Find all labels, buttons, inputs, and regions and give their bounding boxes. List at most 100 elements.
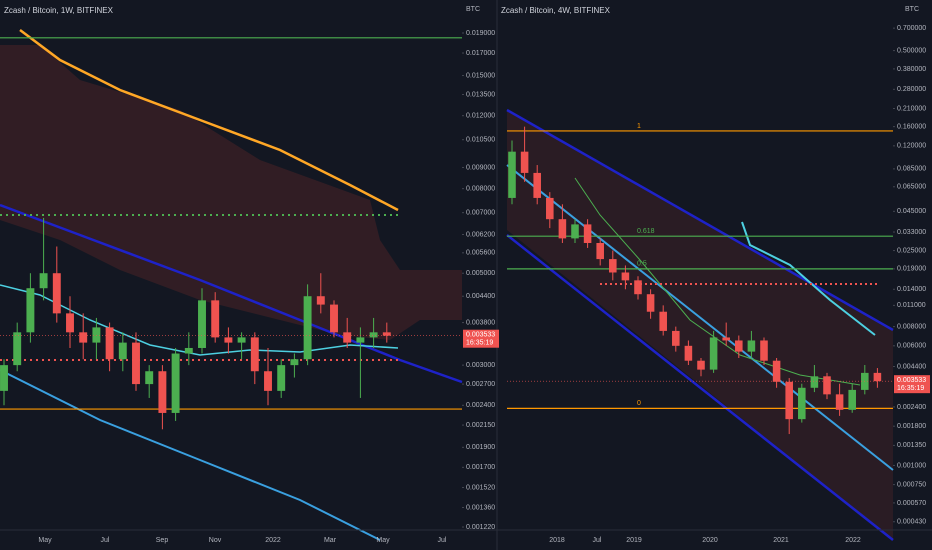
candle-body	[621, 272, 630, 281]
y-tick-label: 0.010500	[466, 137, 495, 144]
candle-body	[382, 332, 391, 336]
candle-body	[0, 365, 8, 391]
y-tick-label: 0.001900	[466, 444, 495, 451]
y-tick-label: 0.019000	[897, 266, 926, 273]
y-tick-label: 0.120000	[897, 143, 926, 150]
y-tick-label: 0.015000	[466, 72, 495, 79]
x-tick-label: Jul	[438, 537, 447, 544]
candle-body	[132, 342, 140, 385]
candle-body	[823, 376, 831, 395]
y-tick-label: 0.500000	[897, 47, 926, 54]
candle-body	[533, 172, 541, 198]
x-tick-label: 2022	[265, 537, 281, 544]
candle-body	[735, 340, 743, 352]
candle-body	[609, 259, 617, 273]
x-tick-label: Mar	[324, 537, 337, 544]
candle-body	[211, 300, 220, 338]
x-tick-label: Nov	[209, 537, 222, 544]
candle-body	[369, 332, 378, 338]
y-tick-label: 0.085000	[897, 166, 926, 173]
candle-body	[785, 381, 793, 420]
candle-body	[303, 296, 312, 360]
y-tick-label: 0.210000	[897, 105, 926, 112]
candle-body	[558, 219, 567, 239]
x-tick-label: 2020	[702, 537, 718, 544]
x-tick-label: 2018	[549, 537, 565, 544]
y-tick-label: 0.160000	[897, 123, 926, 130]
candle-body	[659, 311, 667, 331]
y-tick-label: 0.000570	[897, 500, 926, 507]
y-tick-label: 0.700000	[897, 25, 926, 32]
y-tick-label: 0.045000	[897, 208, 926, 215]
candle-body	[13, 332, 22, 366]
y-tick-label: 0.033000	[897, 229, 926, 236]
candle-body	[316, 296, 325, 305]
countdown: 16:35:19	[466, 340, 493, 347]
trendline	[0, 369, 381, 541]
y-tick-label: 0.008000	[897, 323, 926, 330]
y-tick-label: 0.001220	[466, 524, 495, 531]
candle-body	[772, 360, 781, 382]
candle-body	[330, 304, 338, 333]
y-tick-label: 0.014000	[897, 286, 926, 293]
moving-average	[741, 221, 876, 336]
candle-body	[264, 371, 272, 391]
y-tick-label: 0.001350	[897, 442, 926, 449]
channel-line	[506, 234, 894, 541]
candle-body	[571, 224, 579, 239]
x-tick-label: May	[38, 537, 52, 544]
axis-unit: BTC	[466, 6, 480, 13]
y-tick-label: 0.001800	[897, 423, 926, 430]
y-tick-label: 0.004400	[897, 363, 926, 370]
candle-body	[118, 342, 127, 360]
y-tick-label: 0.003800	[466, 319, 495, 326]
candle-body	[634, 280, 642, 295]
trendline	[0, 203, 463, 384]
y-tick-label: 0.005600	[466, 250, 495, 257]
level-label: 0.5	[637, 261, 647, 268]
right-decor	[506, 108, 894, 541]
candle-body	[171, 353, 180, 413]
channel-line	[506, 108, 894, 332]
candle-body	[79, 332, 88, 343]
y-tick-label: 0.017000	[466, 50, 495, 57]
candle-body	[747, 340, 756, 352]
y-tick-label: 0.005000	[466, 270, 495, 277]
y-tick-label: 0.000430	[897, 519, 926, 526]
level-label: 0.618	[637, 228, 655, 235]
y-tick-label: 0.007000	[466, 210, 495, 217]
y-tick-label: 0.002700	[466, 381, 495, 388]
candle-body	[709, 337, 718, 370]
x-tick-label: 2022	[845, 537, 861, 544]
candle-body	[224, 337, 233, 343]
candle-body	[520, 151, 529, 173]
left-decor	[0, 29, 463, 541]
candle-body	[583, 224, 592, 243]
y-tick-label: 0.280000	[897, 86, 926, 93]
x-tick-label: 2021	[773, 537, 789, 544]
y-tick-label: 0.001000	[897, 462, 926, 469]
candle-body	[237, 337, 246, 343]
y-tick-label: 0.013500	[466, 91, 495, 98]
candle-body	[508, 151, 516, 198]
price-tag	[894, 375, 930, 394]
moving-average	[19, 29, 399, 212]
chart-title: Zcash / Bitcoin, 4W, BITFINEX	[501, 6, 611, 15]
y-tick-label: 0.009000	[466, 164, 495, 171]
countdown: 16:35:19	[897, 385, 924, 392]
y-tick-label: 0.006000	[897, 343, 926, 350]
candle-body	[646, 294, 655, 312]
price-tag-label: 0.003533	[466, 332, 495, 339]
cloud	[0, 45, 462, 340]
x-tick-label: Jul	[101, 537, 110, 544]
y-tick-label: 0.019000	[466, 30, 495, 37]
candle-body	[343, 332, 352, 343]
y-tick-label: 0.002400	[466, 402, 495, 409]
candle-body	[722, 337, 730, 341]
candle-body	[290, 359, 299, 366]
channel-fill	[507, 110, 893, 540]
candle-body	[92, 327, 101, 343]
candle-body	[158, 371, 167, 413]
candle-body	[277, 365, 286, 391]
candle-body	[26, 288, 35, 333]
